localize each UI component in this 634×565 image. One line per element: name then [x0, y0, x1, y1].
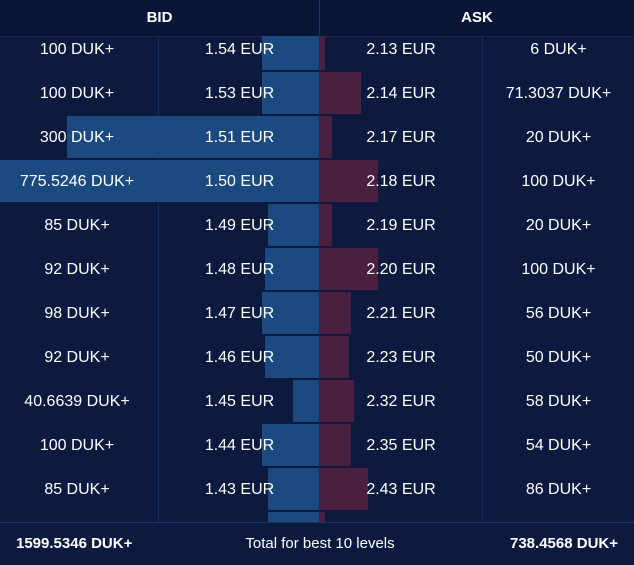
orderbook-row[interactable]: 100 DUK+ 1.54 EUR 2.13 EUR 6 DUK+ — [0, 36, 634, 72]
orderbook-row[interactable]: 85 DUK+ 1.49 EUR 2.19 EUR 20 DUK+ — [0, 204, 634, 248]
orderbook-row[interactable]: 98 DUK+ 1.47 EUR 2.21 EUR 56 DUK+ — [0, 292, 634, 336]
bid-price: 1.47 EUR — [204, 305, 275, 322]
ask-column-header: ASK — [461, 9, 493, 26]
bid-price: 1.49 EUR — [204, 217, 275, 234]
ask-size: 86 DUK+ — [525, 481, 592, 498]
ask-price: 2.32 EUR — [366, 393, 436, 410]
ask-size: 71.3037 DUK+ — [505, 85, 612, 102]
bid-price — [160, 512, 319, 522]
bid-depth-bar — [268, 204, 319, 246]
ask-price: 2.13 EUR — [366, 41, 436, 58]
orderbook-row[interactable] — [0, 512, 634, 522]
orderbook-row[interactable]: 92 DUK+ 1.48 EUR 2.20 EUR 100 DUK+ — [0, 248, 634, 292]
ask-size: 6 DUK+ — [530, 41, 587, 58]
bid-size: 300 DUK+ — [39, 129, 115, 146]
ask-price: 2.21 EUR — [366, 305, 436, 322]
bid-depth-bar — [262, 292, 319, 334]
ask-depth-bar — [320, 336, 349, 378]
column-divider — [158, 36, 159, 522]
ask-size: 54 DUK+ — [525, 437, 592, 454]
ask-size: 58 DUK+ — [525, 393, 592, 410]
ask-depth-bar — [320, 36, 325, 70]
ask-depth-bar — [320, 380, 354, 422]
ask-price: 2.20 EUR — [366, 261, 436, 278]
bid-size: 98 DUK+ — [44, 305, 110, 322]
bid-depth-bar — [265, 248, 319, 290]
center-divider — [319, 36, 320, 522]
bid-depth-bar — [265, 336, 319, 378]
bid-price: 1.45 EUR — [204, 393, 275, 410]
ask-price: 2.14 EUR — [366, 85, 436, 102]
bid-size: 100 DUK+ — [39, 85, 115, 102]
orderbook-header: BID ASK — [0, 0, 634, 37]
bid-size: 85 DUK+ — [44, 481, 110, 498]
ask-price: 2.17 EUR — [366, 129, 436, 146]
orderbook-row[interactable]: 775.5246 DUK+ 1.50 EUR 2.18 EUR 100 DUK+ — [0, 160, 634, 204]
orderbook-row[interactable]: 92 DUK+ 1.46 EUR 2.23 EUR 50 DUK+ — [0, 336, 634, 380]
bid-size: 100 DUK+ — [39, 41, 115, 58]
bid-size — [0, 512, 154, 522]
ask-depth-bar — [320, 292, 351, 334]
bid-depth-bar — [262, 424, 319, 466]
ask-price: 2.18 EUR — [366, 173, 436, 190]
ask-price: 2.35 EUR — [366, 437, 436, 454]
bid-price: 1.44 EUR — [204, 437, 275, 454]
orderbook-row[interactable]: 100 DUK+ 1.44 EUR 2.35 EUR 54 DUK+ — [0, 424, 634, 468]
bid-size: 92 DUK+ — [44, 349, 110, 366]
ask-size: 100 DUK+ — [521, 173, 596, 190]
bid-size: 92 DUK+ — [44, 261, 110, 278]
bid-depth-bar — [262, 72, 319, 114]
ask-price: 2.43 EUR — [366, 481, 436, 498]
bid-depth-bar — [0, 160, 319, 202]
ask-depth-bar — [320, 72, 361, 114]
ask-total: 738.4568 DUK+ — [510, 535, 618, 552]
bid-price: 1.53 EUR — [204, 85, 275, 102]
total-label: Total for best 10 levels — [245, 535, 395, 552]
bid-price: 1.51 EUR — [204, 129, 275, 146]
orderbook-footer: 1599.5346 DUK+ Total for best 10 levels … — [0, 522, 634, 562]
ask-size: 56 DUK+ — [525, 305, 592, 322]
column-divider — [482, 36, 483, 522]
bid-price: 1.50 EUR — [204, 173, 275, 190]
ask-size — [483, 512, 634, 522]
ask-price: 2.19 EUR — [366, 217, 436, 234]
orderbook-row[interactable]: 300 DUK+ 1.51 EUR 2.17 EUR 20 DUK+ — [0, 116, 634, 160]
bid-depth-bar — [262, 36, 319, 70]
ask-size: 100 DUK+ — [521, 261, 596, 278]
bid-size: 40.6639 DUK+ — [24, 393, 130, 410]
ask-depth-bar — [320, 116, 332, 158]
ask-size: 50 DUK+ — [525, 349, 592, 366]
bid-column-header: BID — [146, 9, 173, 26]
bid-depth-bar — [293, 380, 319, 422]
bid-price: 1.54 EUR — [204, 41, 275, 58]
ask-depth-bar — [320, 468, 368, 510]
ask-depth-bar — [320, 512, 325, 522]
bid-price: 1.43 EUR — [204, 481, 275, 498]
ask-price — [320, 512, 482, 522]
orderbook-row[interactable]: 40.6639 DUK+ 1.45 EUR 2.32 EUR 58 DUK+ — [0, 380, 634, 424]
bid-price: 1.48 EUR — [204, 261, 275, 278]
bid-depth-bar — [268, 468, 319, 510]
bid-depth-bar — [268, 512, 319, 522]
bid-price: 1.46 EUR — [204, 349, 275, 366]
orderbook-row[interactable]: 85 DUK+ 1.43 EUR 2.43 EUR 86 DUK+ — [0, 468, 634, 512]
bid-size: 775.5246 DUK+ — [19, 173, 135, 190]
ask-depth-bar — [320, 160, 378, 202]
bid-size: 100 DUK+ — [39, 437, 115, 454]
ask-price: 2.23 EUR — [366, 349, 436, 366]
orderbook-row[interactable]: 100 DUK+ 1.53 EUR 2.14 EUR 71.3037 DUK+ — [0, 72, 634, 116]
ask-depth-bar — [320, 248, 378, 290]
bid-total: 1599.5346 DUK+ — [16, 535, 133, 552]
ask-size: 20 DUK+ — [525, 217, 592, 234]
ask-depth-bar — [320, 204, 332, 246]
ask-size: 20 DUK+ — [525, 129, 592, 146]
bid-depth-bar — [67, 116, 319, 158]
bid-size: 85 DUK+ — [44, 217, 110, 234]
orderbook-levels: 100 DUK+ 1.54 EUR 2.13 EUR 6 DUK+ 100 DUK+ 1.… — [0, 36, 634, 522]
ask-depth-bar — [320, 424, 351, 466]
header-divider — [319, 0, 320, 36]
